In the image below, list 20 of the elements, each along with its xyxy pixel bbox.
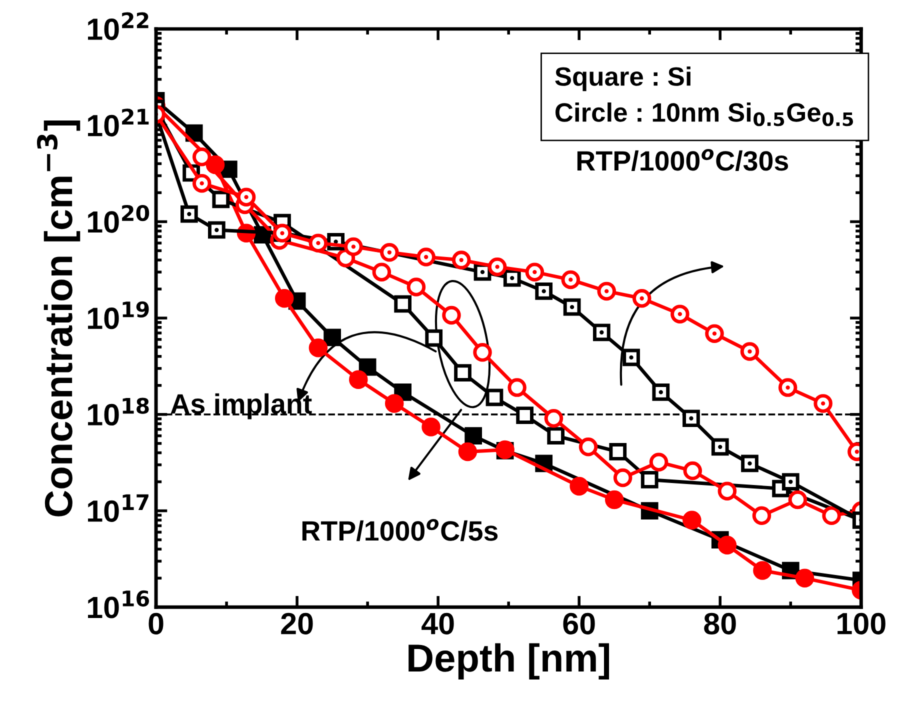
y-tick-label: 10$^{16}$ — [88, 590, 149, 618]
y-tick-label: 10$^{21}$ — [88, 108, 149, 136]
y-tick-label: 10$^{18}$ — [88, 398, 149, 426]
x-tick-label: 0 — [148, 612, 164, 634]
annotation: Circle : 10nm Si$_{0.5}$Ge$_{0.5}$ — [556, 102, 853, 126]
annotation: RTP/1000$^{o}$C/5s — [302, 519, 498, 542]
x-tick-label: 80 — [704, 612, 736, 634]
x-tick-label: 40 — [422, 612, 454, 634]
annotation: As implant — [170, 393, 312, 420]
y-axis-title: Concentration [cm$^{−3}$] — [36, 120, 80, 516]
annotation: RTP/1000$^{o}$C/30s — [577, 148, 788, 172]
x-tick-label: 60 — [563, 612, 595, 634]
y-tick-label: 10$^{20}$ — [88, 204, 150, 233]
y-tick-label: 10$^{17}$ — [88, 494, 148, 522]
x-tick-label: 100 — [838, 612, 886, 634]
x-tick-label: 20 — [281, 612, 313, 634]
x-axis-title: Depth [nm] — [408, 643, 610, 680]
annotation: Square : Si — [555, 66, 690, 92]
y-tick-label: 10$^{22}$ — [88, 12, 148, 40]
y-tick-label: 10$^{19}$ — [88, 301, 149, 330]
